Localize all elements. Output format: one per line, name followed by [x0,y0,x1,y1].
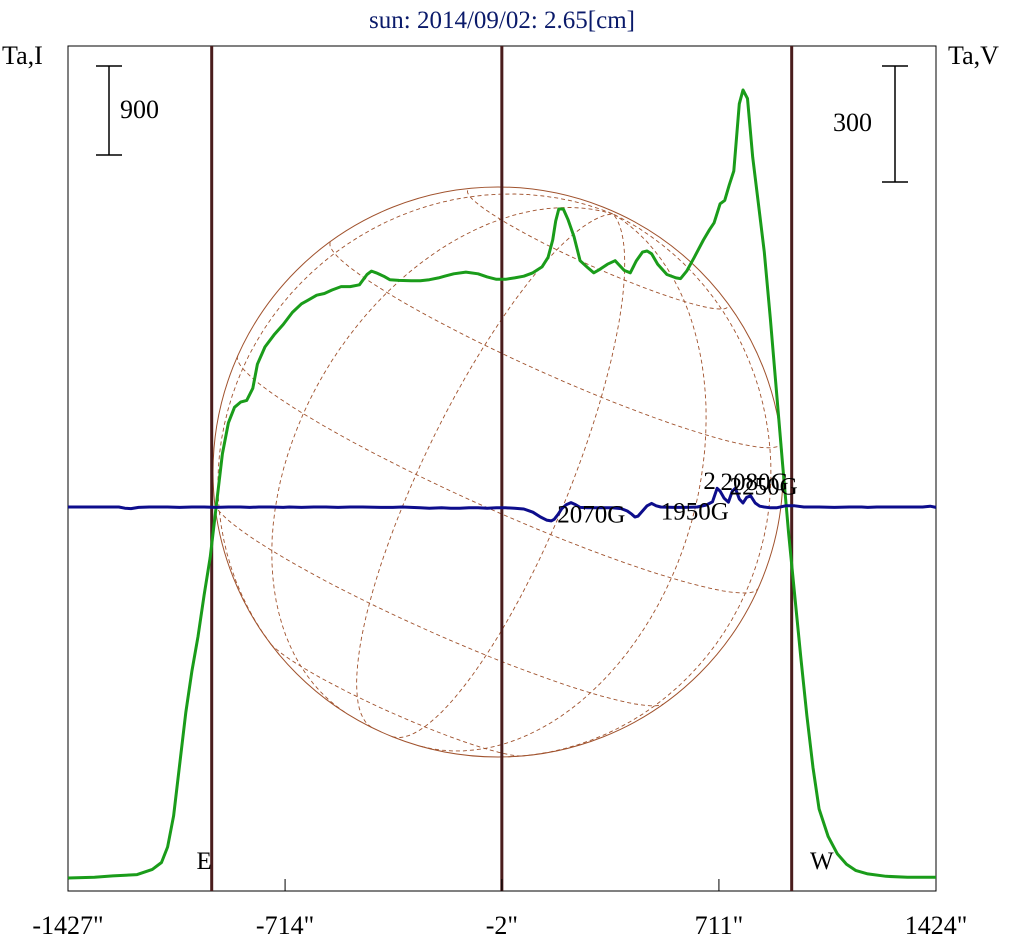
field-strength-label: 2250G [730,473,798,500]
right-axis-label: Ta,V [948,41,999,70]
field-strength-label: 1950G [661,498,729,525]
left-axis-label: Ta,I [2,41,43,70]
x-tick-label: -714" [256,911,314,940]
right-scale-label: 300 [833,108,872,137]
left-scale-label: 900 [120,95,159,124]
latitude-line [329,242,782,449]
chart-title: sun: 2014/09/02: 2.65[cm] [369,7,635,34]
series-I-line [67,88,936,880]
longitude-line [217,193,614,656]
field-strength-label: 2080G [720,469,788,496]
x-tick-label: -1427" [32,911,103,940]
field-strength-label: 2070G [557,502,625,529]
longitude-line [356,213,614,728]
latitude-line [270,643,522,757]
latitude-line [467,190,729,310]
limb-label-w: W [810,848,834,875]
solar-limb-circle [212,186,784,758]
x-tick-label: 1424" [905,911,968,940]
x-axis: -1427" -714" -2" 711" 1424" [32,879,967,940]
x-tick-label: 711" [695,911,744,940]
longitude-line [421,213,707,752]
latitude-line [236,355,759,594]
series-layer [67,88,937,880]
solar-disk-grid [212,186,784,758]
series-V-line [68,486,937,523]
limb-label-e: E [196,848,211,875]
longitude-line [392,213,626,738]
right-scale-bar: 300 [833,65,908,183]
x-tick-label: -2" [486,911,518,940]
reference-lines [210,46,794,891]
longitude-line [507,213,772,758]
longitude-line [271,207,614,713]
left-scale-bar: 900 [96,65,159,156]
field-strength-label: 2 [703,468,716,495]
latitude-line [214,503,664,707]
